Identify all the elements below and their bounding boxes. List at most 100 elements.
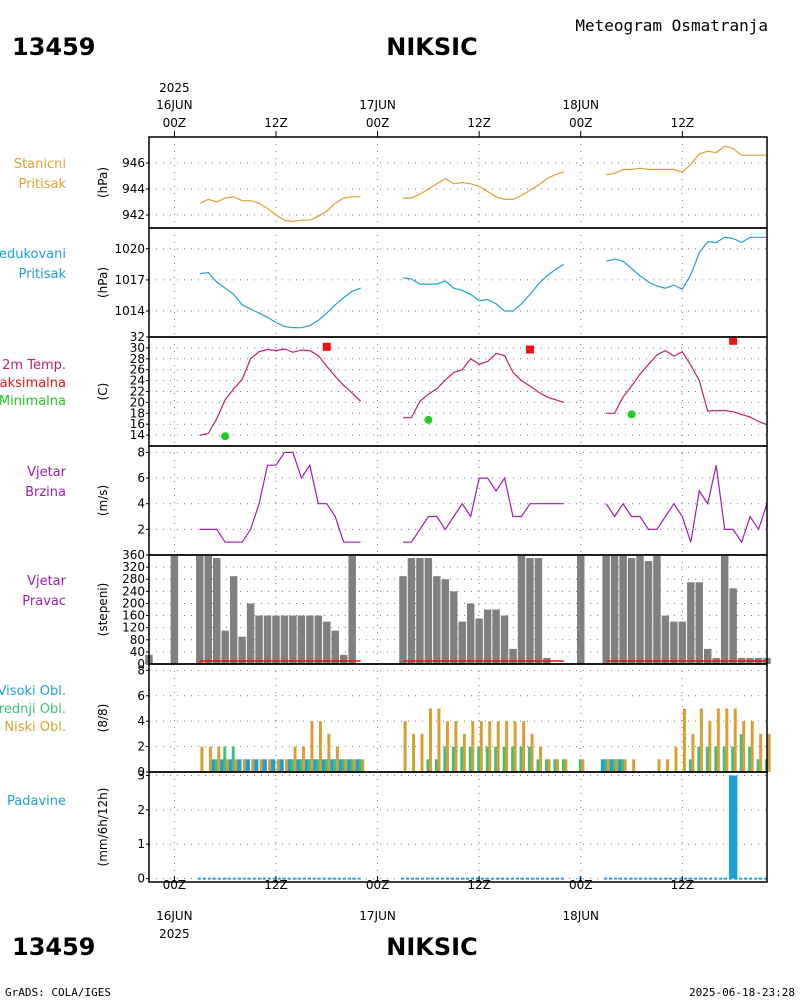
panel-label: Brzina (25, 485, 66, 500)
cloud-bar (307, 759, 311, 772)
series-line (199, 271, 361, 329)
cloud-bar (344, 759, 348, 772)
cloud-bar (621, 759, 625, 772)
cloud-bar (287, 759, 293, 772)
cloud-bar (750, 721, 754, 772)
y-tick-label: 2 (137, 522, 145, 536)
meteogram-title: Meteogram Osmatranja (575, 16, 768, 35)
year-label: 2025 (159, 81, 190, 95)
y-tick-label: 280 (122, 572, 145, 586)
y-tick-label: 22 (130, 385, 145, 399)
date-label: 16JUN (156, 909, 193, 923)
cloud-bar (200, 746, 204, 772)
cloud-bar (231, 746, 235, 772)
cloud-bar (462, 733, 466, 772)
cloud-bar (578, 759, 582, 772)
cloud-bar (544, 759, 548, 772)
y-tick-label: 14 (130, 428, 145, 442)
series-line (199, 196, 361, 223)
cloud-bar (697, 746, 701, 772)
cloud-bar (276, 759, 280, 772)
wind-direction-bar (720, 555, 729, 664)
station-id-top: 13459 (12, 33, 96, 61)
wind-direction-bar (170, 555, 179, 664)
wind-direction-bar (729, 588, 737, 664)
cloud-bar (657, 759, 661, 772)
cloud-bar (471, 721, 475, 772)
cloud-bar (581, 759, 585, 772)
y-tick-label: 3 (137, 768, 145, 782)
panel-frame (148, 771, 768, 883)
cloud-bar (722, 746, 726, 772)
cloud-bar (445, 721, 449, 772)
cloud-bar (285, 759, 289, 772)
wind-direction-bar (246, 603, 255, 664)
cloud-bar (412, 733, 416, 772)
wind-direction-bar (289, 615, 297, 664)
cloud-bar (553, 759, 557, 772)
cloud-bar (485, 746, 489, 772)
y-tick-label: 0 (137, 657, 145, 671)
cloud-bar (688, 759, 692, 772)
y-tick-label: 1014 (114, 304, 145, 318)
date-label: 17JUN (359, 909, 396, 923)
panel-label: Redukovani (0, 247, 66, 262)
timestamp-text: 2025-06-18-23:28 (689, 986, 795, 999)
y-tick-label: 28 (130, 352, 145, 366)
panel-label: Srednji Obl. (0, 702, 66, 717)
station-pressure-panel (146, 136, 768, 229)
series-line (403, 171, 564, 200)
cloud-bar (268, 759, 272, 772)
y-axis-label: (8/8) (96, 704, 110, 733)
panel-label: Pravac (22, 594, 66, 609)
wind-direction-bar (475, 618, 483, 664)
y-tick-label: 40 (130, 645, 145, 659)
y-tick-label: 1020 (114, 242, 145, 256)
wind-direction-bar (323, 621, 331, 664)
wind-direction-bar (238, 636, 246, 664)
y-axis-label: (mm/6h/12h) (96, 788, 110, 867)
cloud-bar (262, 759, 267, 772)
wind-direction-bar (399, 576, 407, 664)
wind-direction-bar (314, 615, 323, 664)
cloud-bar (522, 721, 526, 772)
wind-direction-bar (500, 615, 509, 664)
time-tick-label: 12Z (671, 878, 695, 892)
wind-direction-panel (145, 554, 771, 665)
wind-direction-bar (339, 654, 348, 664)
cloud-bar (251, 759, 255, 772)
cloud-bar (270, 759, 276, 772)
cloud-bar (691, 733, 695, 772)
wind-direction-bar (196, 555, 204, 664)
y-tick-label: 2 (137, 740, 145, 754)
y-axis-label: (hPa) (96, 267, 110, 298)
series-line (606, 349, 768, 426)
series-line (606, 145, 767, 176)
cloud-bar (547, 759, 551, 772)
series-line (402, 263, 565, 312)
cloud-bar (327, 733, 331, 772)
cloud-bar (219, 759, 225, 772)
cloud-bar (426, 759, 430, 772)
wind-direction-bar (517, 555, 526, 664)
cloud-bar (352, 759, 356, 772)
wind-direction-bar (602, 555, 610, 664)
wind-direction-bar (619, 555, 627, 664)
wind-direction-bar (306, 615, 314, 664)
cloud-bar (234, 759, 238, 772)
cloud-bar (502, 746, 506, 772)
wind-direction-bar (704, 648, 712, 664)
panel-frame (148, 227, 768, 338)
cloud-bar (211, 759, 217, 772)
cloud-bar (355, 759, 361, 772)
cloud-bar (561, 759, 565, 772)
wind-direction-bar (441, 579, 450, 664)
cloud-bar (253, 759, 259, 772)
date-label: 16JUN (156, 98, 193, 112)
cloud-bar (682, 708, 686, 772)
wind-direction-bar (653, 555, 661, 664)
y-tick-label: 1 (137, 837, 145, 851)
cloud-bar (350, 759, 354, 772)
wind-direction-bar (416, 558, 424, 664)
